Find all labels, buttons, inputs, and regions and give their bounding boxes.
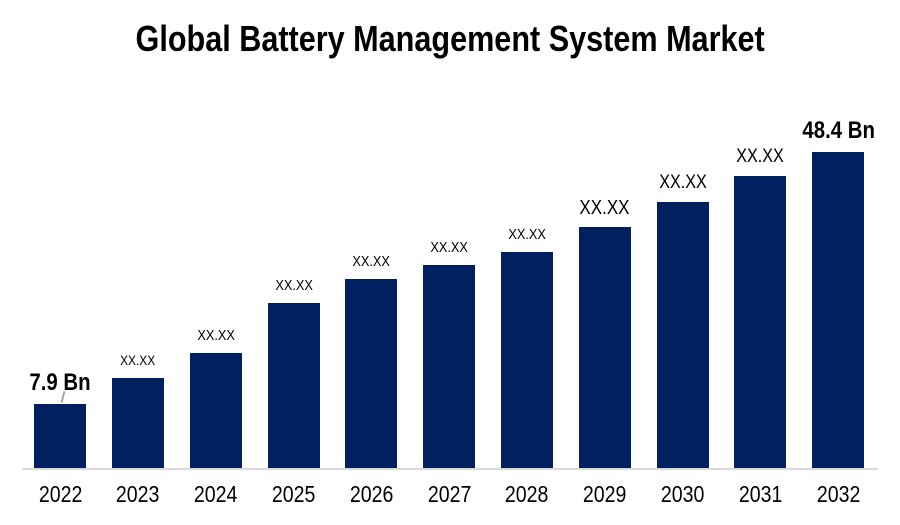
x-label-2022: 2022 [15, 481, 105, 508]
x-label-text-2031: 2031 [738, 481, 783, 507]
bar-2023 [112, 378, 164, 468]
value-label-2022: 7.9 Bn [0, 368, 130, 396]
value-label-text-2022: 7.9 Bn [29, 368, 91, 396]
value-label-text-2029: XX.XX [579, 197, 630, 219]
value-label-2025: XX.XX [224, 277, 364, 295]
value-label-text-2027: XX.XX [430, 239, 469, 257]
x-label-2024: 2024 [171, 481, 261, 508]
x-label-text-2032: 2032 [816, 481, 861, 507]
x-label-text-2029: 2029 [583, 481, 627, 507]
bar-2026 [345, 279, 398, 468]
x-label-2023: 2023 [93, 481, 183, 508]
x-label-text-2027: 2027 [427, 481, 471, 507]
value-label-text-2024: XX.XX [197, 327, 235, 345]
x-label-2029: 2029 [560, 481, 650, 508]
x-label-text-2023: 2023 [116, 481, 160, 507]
x-label-2031: 2031 [715, 481, 805, 508]
value-label-text-2026: XX.XX [352, 253, 391, 271]
x-label-2027: 2027 [404, 481, 494, 508]
value-label-text-2031: XX.XX [736, 146, 785, 168]
x-label-2032: 2032 [793, 481, 883, 508]
x-label-text-2024: 2024 [194, 481, 238, 507]
x-axis-line [22, 468, 878, 470]
value-label-2031: XX.XX [690, 146, 830, 168]
bar-2022 [34, 404, 87, 468]
value-label-2023: XX.XX [68, 352, 208, 370]
bar-2031 [734, 176, 787, 468]
value-label-2028: XX.XX [457, 226, 597, 244]
value-label-2024: XX.XX [146, 327, 286, 345]
chart-title-text: Global Battery Management System Market [135, 18, 765, 59]
bar-2024 [189, 353, 242, 468]
value-label-2032: 48.4 Bn [768, 116, 900, 144]
x-label-text-2022: 2022 [38, 481, 82, 507]
bar-2025 [267, 303, 320, 468]
value-label-text-2032: 48.4 Bn [802, 116, 875, 144]
value-label-2029: XX.XX [535, 197, 675, 219]
chart-title: Global Battery Management System Market [0, 18, 900, 60]
x-label-text-2025: 2025 [271, 481, 316, 507]
x-label-2025: 2025 [249, 481, 339, 508]
x-label-text-2026: 2026 [349, 481, 394, 507]
value-label-2027: XX.XX [379, 239, 519, 257]
x-label-2026: 2026 [326, 481, 416, 508]
value-label-2026: XX.XX [301, 253, 441, 271]
value-label-text-2028: XX.XX [508, 226, 546, 244]
value-label-text-2030: XX.XX [658, 172, 707, 194]
x-label-2030: 2030 [638, 481, 728, 508]
value-label-text-2023: XX.XX [120, 352, 156, 369]
bar-2028 [501, 252, 554, 468]
bar-2027 [423, 265, 476, 468]
x-label-text-2030: 2030 [660, 481, 705, 507]
value-label-2030: XX.XX [613, 172, 753, 194]
x-label-2028: 2028 [482, 481, 572, 508]
bar-2030 [656, 202, 709, 468]
bar-2029 [578, 227, 631, 468]
value-label-text-2025: XX.XX [274, 277, 313, 295]
x-label-text-2028: 2028 [505, 481, 549, 507]
bar-2032 [812, 152, 865, 468]
